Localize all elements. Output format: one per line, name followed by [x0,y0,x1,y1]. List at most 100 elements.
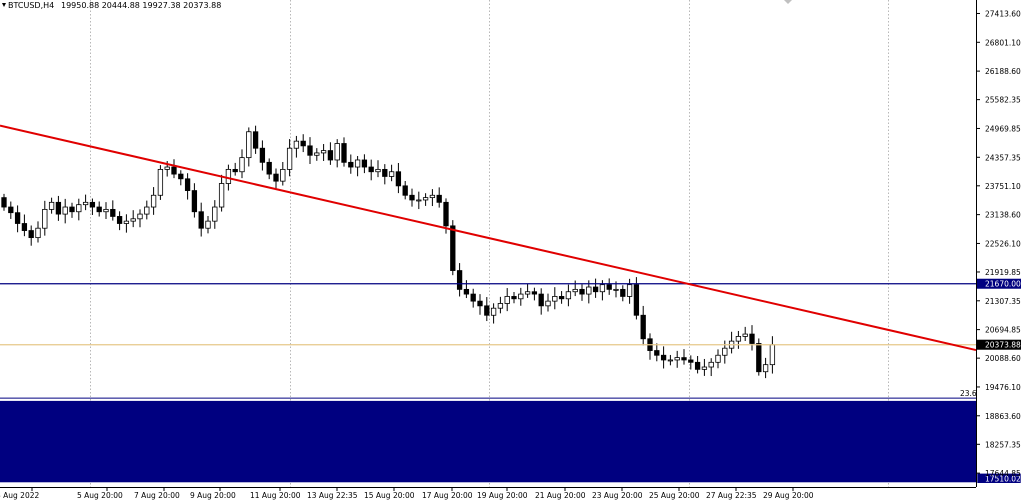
candle [518,287,524,306]
candle-body [171,166,177,175]
candle [388,164,395,182]
candle-body [334,143,340,161]
candle [497,296,504,314]
ohlc-readout: 19950.88 20444.88 19927.38 20373.88 [61,1,221,10]
time-tick-label: 11 Aug 20:00 [250,491,301,500]
candle-body [484,305,490,316]
candle-body [259,147,266,163]
candle-body [620,288,626,297]
candle-body [130,218,136,222]
candle-body [701,366,708,370]
price-tick-label: 22526.10 [985,239,1021,248]
candle-body [667,359,674,362]
candle [429,189,436,207]
price-axis: 27413.60 26801.10 26188.60 25582.35 24969.85… [976,9,1021,478]
candle-body [388,171,395,177]
candle [8,201,14,219]
candle [531,287,538,301]
candle-body [48,201,55,210]
candle [654,343,660,362]
shift-marker-icon[interactable] [784,0,792,4]
candle-body [633,284,640,316]
candle-body [769,344,776,366]
candle [756,338,762,376]
candle [558,291,565,304]
candle-body [674,357,680,361]
time-tick-label: 19 Aug 20:00 [477,491,528,500]
price-tick-label: 18863.60 [985,412,1021,421]
candle-body [55,201,62,215]
candle-body [654,350,660,356]
candle-body [14,212,21,224]
candle-body [470,293,476,302]
candle-body [422,197,429,201]
candle-body [103,208,109,213]
candle [735,330,742,349]
candle-body [375,168,381,173]
candle-body [409,194,415,201]
candle [293,135,300,158]
candle [157,165,164,200]
candle [477,294,483,315]
dropdown-arrow-icon[interactable] [2,3,6,7]
candle [395,162,402,194]
candle [715,349,721,369]
candle-body [735,336,742,342]
time-tick-label: 15 Aug 20:00 [364,491,415,500]
candle [239,149,245,179]
candle-body [157,168,164,196]
candle [701,358,708,376]
trend-line[interactable] [0,124,977,352]
time-axis: 3 Aug 2022 5 Aug 20:00 7 Aug 20:00 9 Aug 20… [0,487,814,500]
candle [660,346,667,369]
candle-body [232,168,238,173]
candle [246,127,252,167]
candle-body [518,293,524,300]
horizontal-levels[interactable]: 21670.00 20373.88 17510.02 [0,278,1022,484]
candle [416,191,422,210]
candle [375,160,381,178]
candle-body [626,284,633,297]
candle [286,139,293,177]
candle-body [490,307,497,316]
candle [150,187,157,215]
price-tag [977,339,1021,350]
candle-body [361,159,368,168]
candle-body [538,293,544,307]
fibo-zone[interactable] [0,400,976,483]
symbol-label: BTCUSD,H4 [8,1,54,10]
candle-body [191,190,198,213]
candle-body [558,296,565,300]
candle-body [178,173,184,180]
candle-body [681,357,687,361]
candle [266,158,272,180]
time-tick-label: 3 Aug 2022 [0,491,39,500]
candle-body [225,168,232,184]
candle [110,200,116,221]
candle-body [436,194,442,203]
candle-body [742,333,748,337]
candle-body [327,150,334,161]
candle-body [76,204,82,213]
candle-body [320,150,327,154]
candle [218,174,225,212]
price-tick-label: 20088.60 [985,354,1021,363]
candle-body [592,286,599,293]
candle [1,193,7,211]
candle-body [416,199,422,202]
candle [456,263,463,297]
candle [640,305,646,346]
time-tick-label: 29 Aug 20:00 [763,491,814,500]
candle-body [205,220,211,229]
candle [354,156,361,177]
candle [361,154,368,174]
candle [742,326,748,341]
candle [341,137,347,167]
time-tick-label: 23 Aug 20:00 [592,491,643,500]
candle [62,198,68,224]
candle-body [756,343,762,373]
chart-header: BTCUSD,H4 19950.88 20444.88 19927.38 203… [2,1,221,10]
candle-body [572,288,578,293]
candle-body [722,347,728,356]
